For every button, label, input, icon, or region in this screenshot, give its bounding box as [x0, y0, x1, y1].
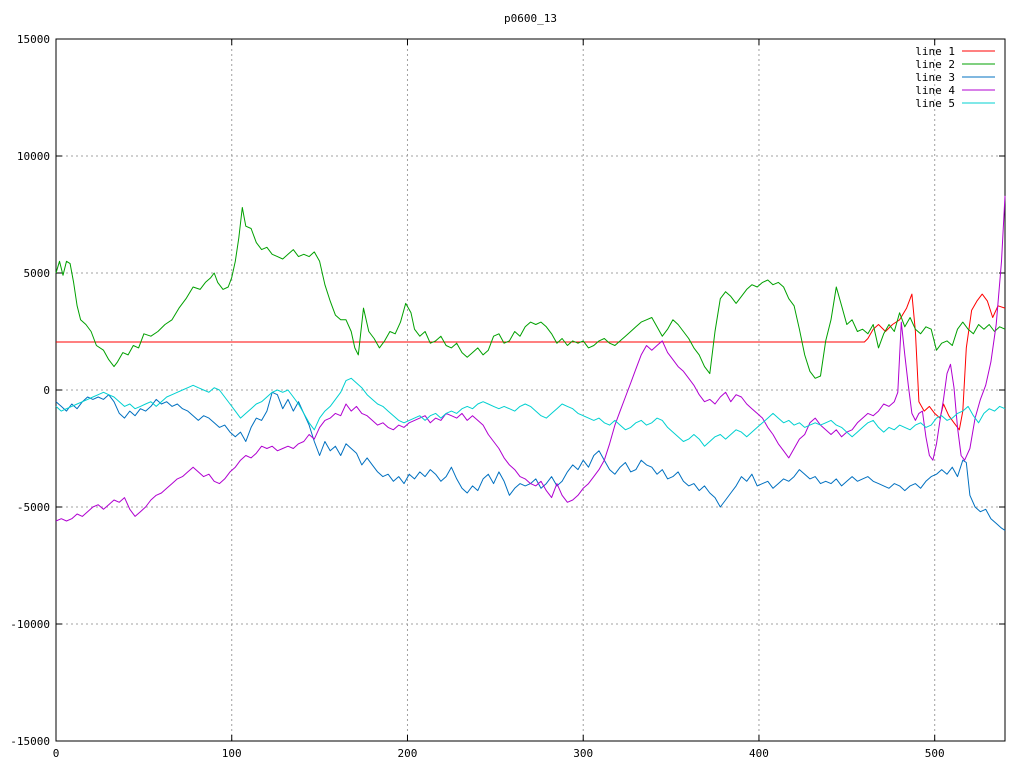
chart-title: p0600_13: [504, 12, 557, 25]
legend-label: line 1: [915, 45, 955, 58]
series-line-2: [55, 207, 1006, 379]
grid: [56, 39, 1005, 741]
y-tick-label: 5000: [24, 267, 51, 280]
y-tick-label: -5000: [17, 501, 50, 514]
series-line-3: [55, 391, 1006, 531]
y-tick-label: -15000: [10, 735, 50, 748]
x-tick-label: 500: [925, 747, 945, 760]
series-line-5: [55, 377, 1006, 447]
legend-label: line 3: [915, 71, 955, 84]
series-lines: [55, 195, 1006, 531]
legend-label: line 5: [915, 97, 955, 110]
y-tick-label: 0: [43, 384, 50, 397]
series-line-1: [56, 293, 1006, 431]
y-tick-label: 15000: [17, 33, 50, 46]
y-tick-label: -10000: [10, 618, 50, 631]
x-tick-label: 300: [573, 747, 593, 760]
legend-label: line 4: [915, 84, 955, 97]
x-tick-label: 400: [749, 747, 769, 760]
x-tick-label: 200: [398, 747, 418, 760]
x-tick-label: 100: [222, 747, 242, 760]
x-tick-label: 0: [53, 747, 60, 760]
axis-ticks: 0 100 200 300 400 500 -15000 -10000 -5000 0 5000 10…: [10, 33, 1005, 760]
legend-label: line 2: [915, 58, 955, 71]
y-tick-label: 10000: [17, 150, 50, 163]
series-line-4: [55, 195, 1006, 522]
